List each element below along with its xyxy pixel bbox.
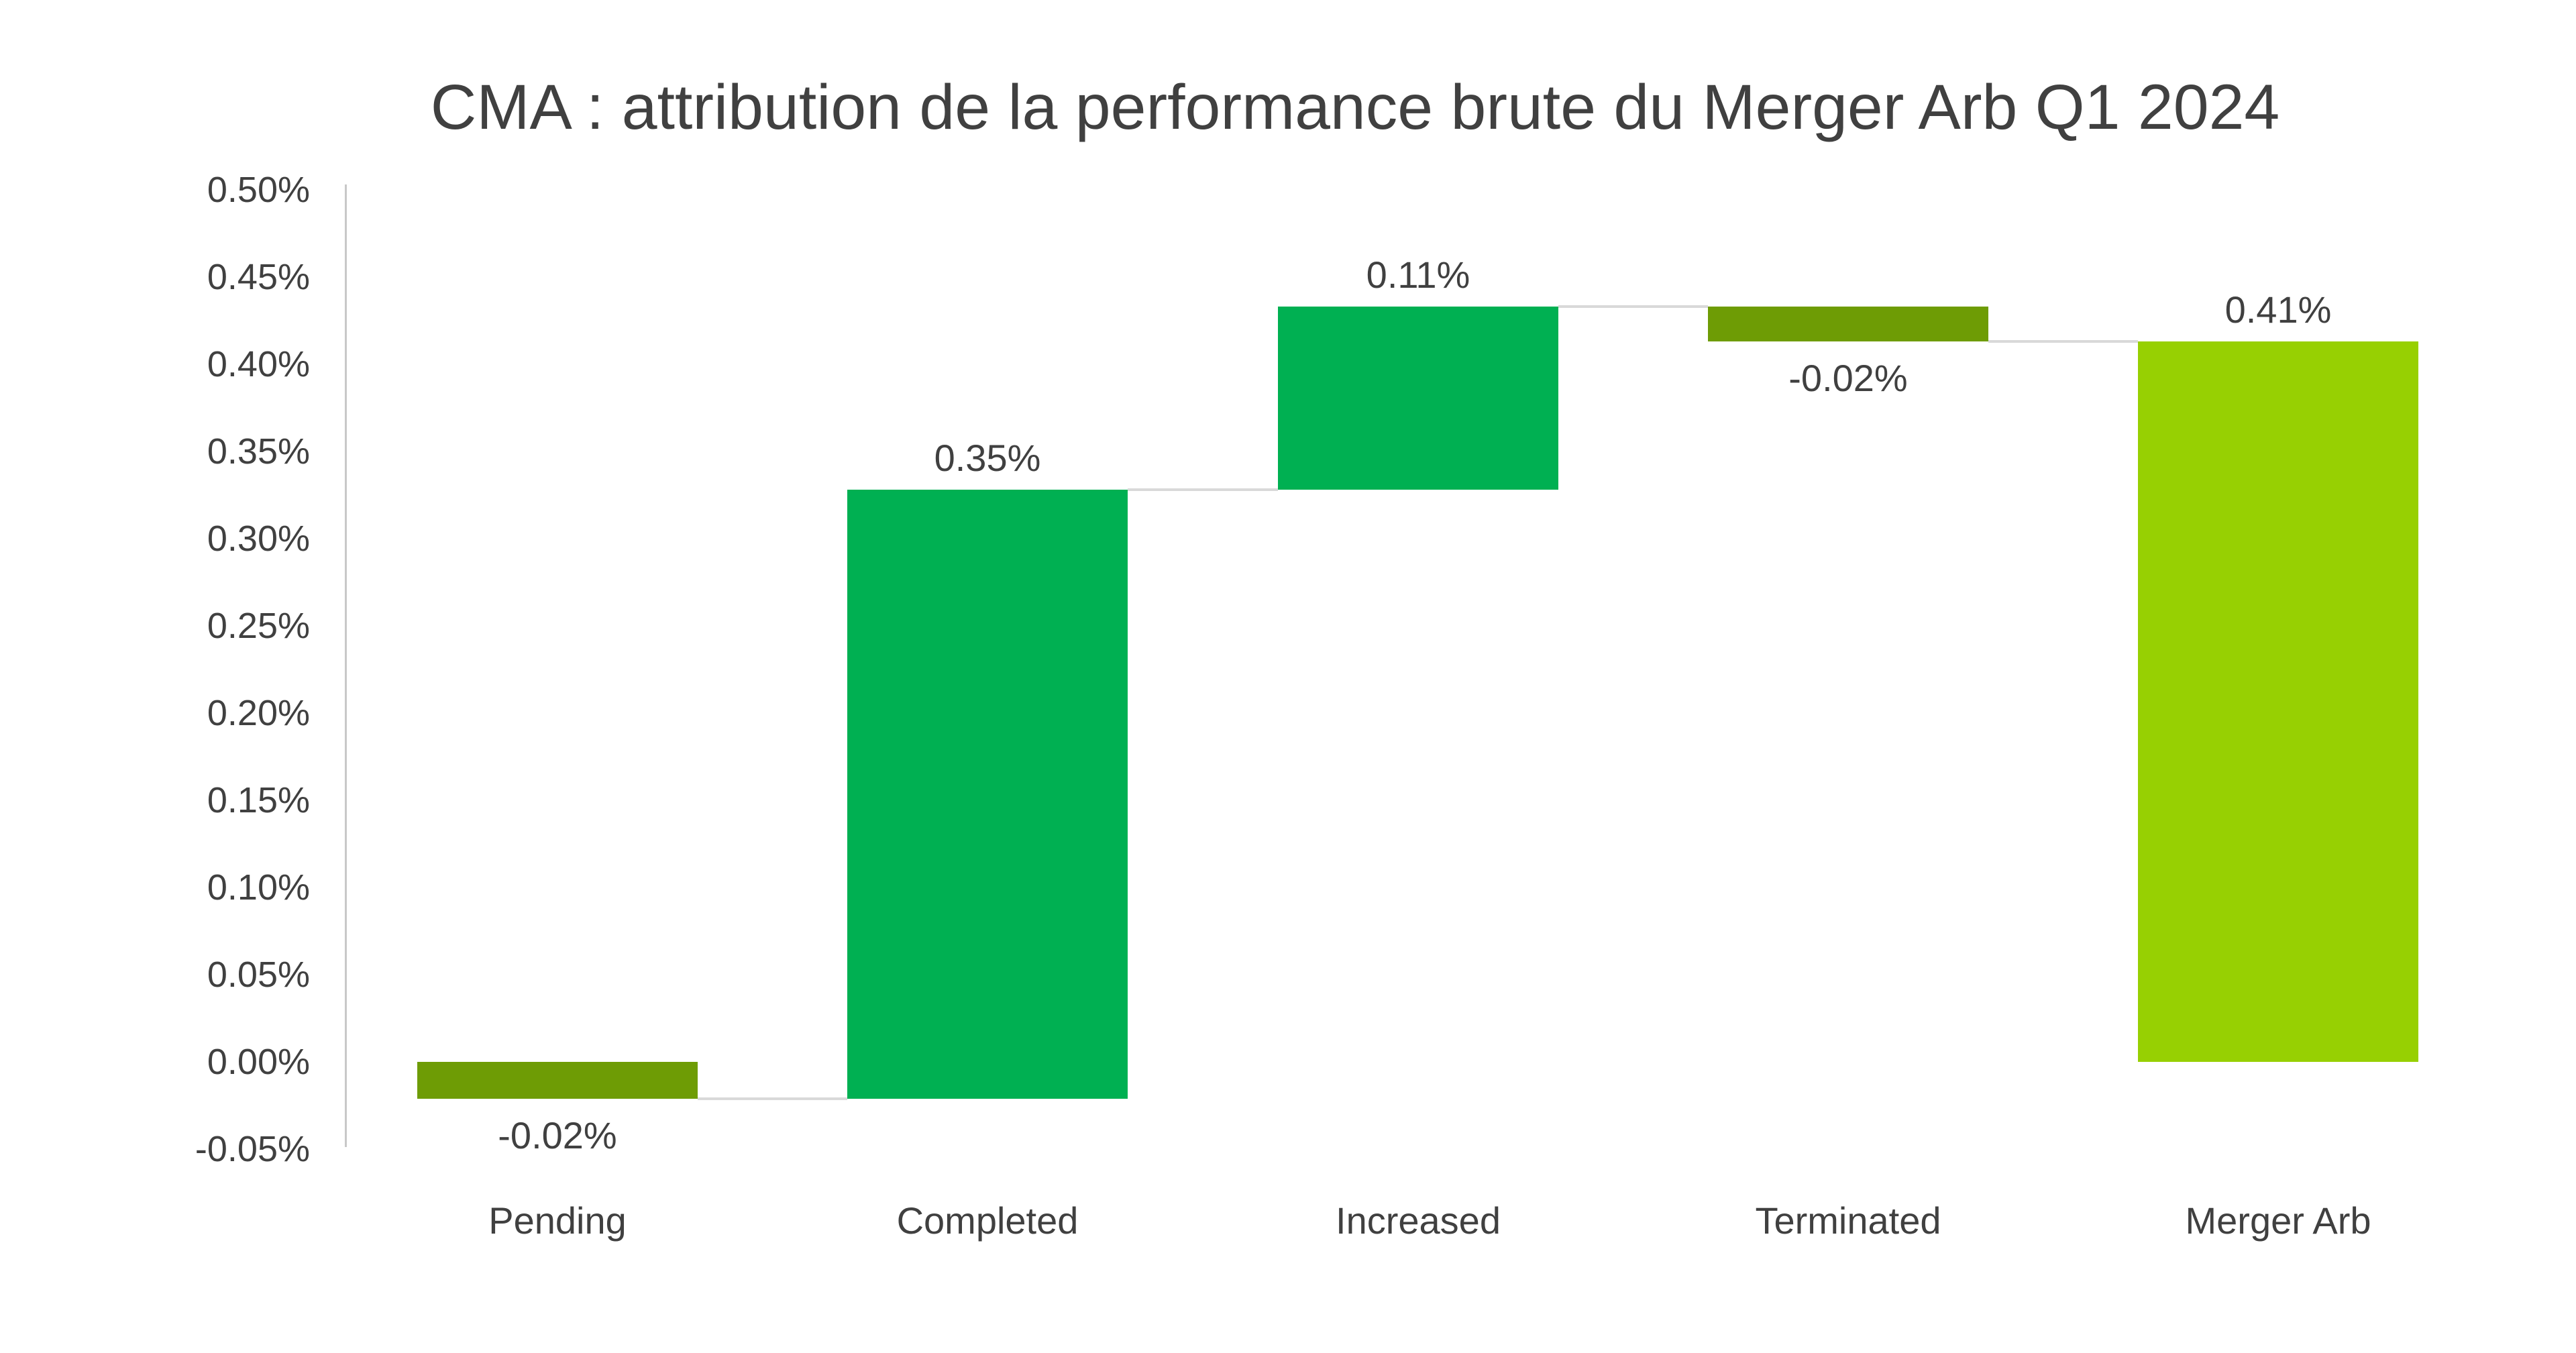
y-axis-tick-label: 0.30% bbox=[207, 519, 310, 559]
bar-pending bbox=[417, 1062, 698, 1099]
value-label-terminated: -0.02% bbox=[1788, 357, 1908, 400]
connector-line bbox=[698, 1097, 847, 1100]
value-label-completed: 0.35% bbox=[934, 437, 1041, 480]
category-label-terminated: Terminated bbox=[1755, 1199, 1941, 1242]
y-axis-tick-label: 0.05% bbox=[207, 955, 310, 995]
y-axis-tick-label: 0.25% bbox=[207, 606, 310, 646]
y-axis-tick-label: 0.50% bbox=[207, 170, 310, 210]
bar-terminated bbox=[1708, 307, 1988, 342]
y-axis-tick-label: 0.40% bbox=[207, 344, 310, 384]
value-label-pending: -0.02% bbox=[498, 1114, 617, 1156]
value-label-increased: 0.11% bbox=[1366, 254, 1470, 296]
bar-merger-arb bbox=[2138, 341, 2418, 1062]
connector-line bbox=[1128, 488, 1278, 492]
category-label-pending: Pending bbox=[488, 1199, 627, 1242]
bar-completed bbox=[847, 490, 1128, 1099]
y-axis-tick-label: 0.20% bbox=[207, 693, 310, 733]
category-label-increased: Increased bbox=[1336, 1199, 1501, 1242]
category-label-merger-arb: Merger Arb bbox=[2185, 1199, 2371, 1242]
value-label-merger-arb: 0.41% bbox=[2224, 288, 2332, 331]
y-axis-tick-label: -0.05% bbox=[195, 1129, 310, 1169]
y-axis-tick-label: 0.35% bbox=[207, 431, 310, 472]
y-axis-tick-label: 0.00% bbox=[207, 1042, 310, 1082]
y-axis-tick-label: 0.15% bbox=[207, 780, 310, 820]
bar-increased bbox=[1278, 307, 1558, 490]
chart-title: CMA : attribution de la performance brut… bbox=[430, 72, 2280, 143]
y-axis-tick-label: 0.45% bbox=[207, 257, 310, 297]
connector-line bbox=[1558, 305, 1708, 309]
connector-line bbox=[1988, 340, 2138, 343]
category-label-completed: Completed bbox=[896, 1199, 1079, 1242]
y-axis-tick-label: 0.10% bbox=[207, 867, 310, 908]
y-axis-line bbox=[345, 184, 347, 1147]
